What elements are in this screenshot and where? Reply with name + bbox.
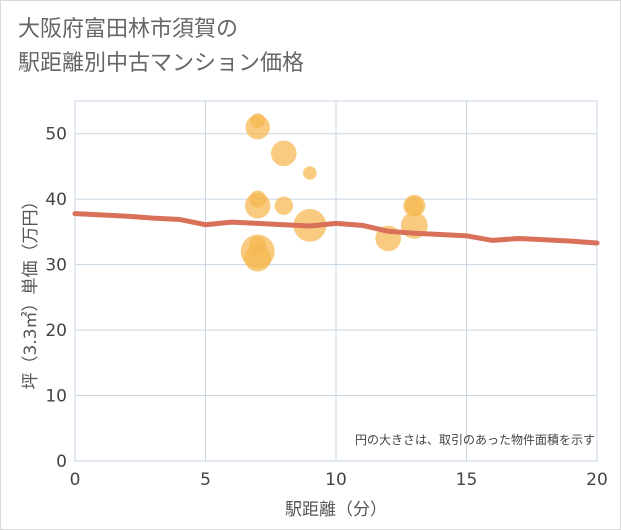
data-bubble (244, 244, 272, 272)
x-tick-label: 15 (456, 470, 478, 490)
data-bubble (303, 166, 317, 180)
y-tick-label: 20 (45, 321, 67, 341)
data-bubble (271, 140, 297, 167)
y-tick-label: 40 (45, 190, 67, 210)
y-tick-label: 10 (45, 387, 67, 407)
trend-line (72, 211, 600, 246)
x-tick-label: 20 (586, 470, 608, 490)
x-tick-label: 5 (200, 470, 211, 490)
y-tick-label: 30 (45, 256, 67, 276)
data-bubble (274, 196, 293, 215)
x-axis-label: 駅距離（分） (285, 500, 387, 520)
data-bubble (250, 113, 266, 129)
x-tick-label: 0 (70, 470, 81, 490)
y-axis-label: 坪（3.3㎡）単価（万円） (21, 192, 41, 389)
x-tick-label: 10 (325, 470, 347, 490)
chart-title-line-1: 大阪府富田林市須賀の (18, 17, 239, 42)
data-bubble (405, 196, 424, 215)
chart-title: 大阪府富田林市須賀の 駅距離別中古マンション価格 (18, 13, 304, 81)
data-bubble (244, 192, 271, 219)
y-tick-label: 50 (45, 125, 67, 145)
bubble-size-note: 円の大きさは、取引のあった物件面積を示す (355, 432, 595, 447)
chart-title-line-2: 駅距離別中古マンション価格 (18, 51, 305, 76)
y-tick-label: 0 (56, 452, 67, 472)
